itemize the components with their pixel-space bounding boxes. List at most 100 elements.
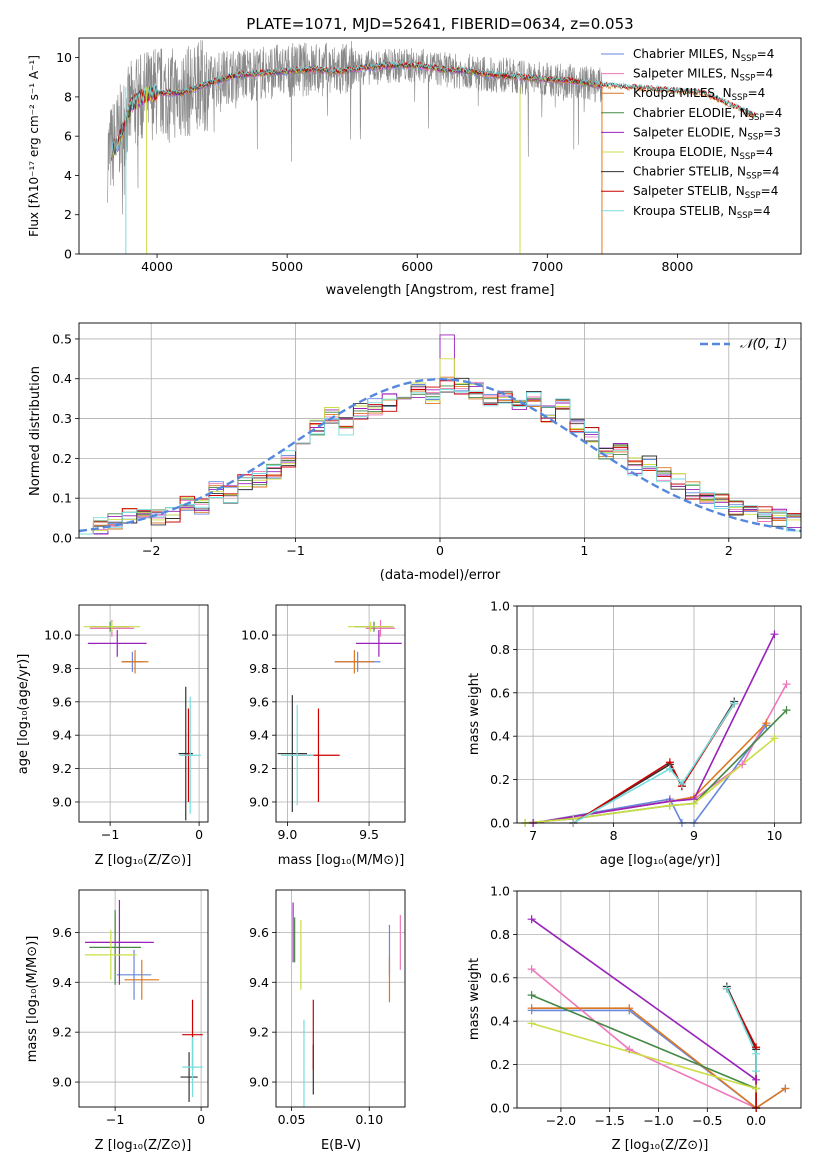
y-tick-label: 0.3	[52, 411, 72, 426]
y-tick-label: 9.4	[52, 728, 72, 743]
legend-label-count: =4	[762, 165, 780, 179]
y-tick-label: 0.2	[490, 772, 510, 787]
legend-label: Salpeter ELODIE, NSSP=3	[633, 125, 781, 142]
y-tick-label: 0.0	[490, 1101, 510, 1116]
series-marker	[527, 1004, 536, 1013]
y-tick-label: 9.2	[52, 1025, 72, 1040]
legend-label-count: =4	[761, 184, 779, 198]
residuals-xlabel: (data-model)/error	[380, 568, 501, 583]
series-line	[531, 918, 757, 1081]
axes-frame	[516, 605, 802, 824]
series-marker	[527, 991, 536, 1000]
y-tick-label: 9.0	[52, 1075, 72, 1090]
x-tick-label: 0	[197, 1112, 205, 1127]
series-marker	[689, 799, 698, 808]
y-tick-label: 9.8	[52, 661, 72, 676]
x-tick-label: 2	[725, 543, 733, 558]
series-marker	[625, 1045, 634, 1054]
series-marker	[752, 1084, 761, 1093]
series-line	[532, 633, 776, 823]
plot-area	[79, 334, 801, 538]
axes-frame	[78, 889, 209, 1108]
legend-label-subscript: SSP	[749, 113, 765, 123]
y-tick-label: 9.6	[52, 925, 72, 940]
legend-label-main: Kroupa MILES, N	[633, 86, 732, 100]
y-tick-label: 8	[64, 89, 72, 104]
legend-label-count: =4	[757, 47, 775, 61]
p3-ylabel: age [log₁₀(age/yr)]	[16, 654, 31, 775]
mass-weight-vs-age-panel: 7 8 9 10 0.0 0.2 0.4 0.6 0.8 1.0	[490, 599, 802, 843]
x-tick-label: 0	[436, 543, 444, 558]
series-line	[726, 988, 757, 1108]
legend-label-main: Salpeter MILES, N	[633, 67, 740, 81]
x-tick-label: 10	[766, 828, 782, 843]
y-tick-label: 0.6	[490, 685, 510, 700]
series-marker	[730, 699, 739, 708]
series-marker	[782, 706, 791, 715]
plot-area	[292, 902, 401, 1107]
series-marker	[738, 760, 747, 769]
p8-ylabel: mass weight	[467, 958, 482, 1040]
x-tick-label: 4000	[141, 259, 173, 274]
x-tick-label: 8000	[662, 259, 694, 274]
legend-label-main: Chabrier STELIB, N	[633, 165, 746, 179]
p5-ylabel: mass weight	[467, 673, 482, 755]
legend-label-main: Chabrier ELODIE, N	[633, 106, 749, 120]
legend-label: Kroupa MILES, NSSP=4	[633, 86, 765, 103]
legend-label-count: =4	[755, 145, 773, 159]
spectrum-ylabel: Flux [fλ10⁻¹⁷ erg cm⁻² s⁻¹ A⁻¹]	[27, 55, 41, 237]
y-tick-label: 0.1	[52, 491, 72, 506]
legend-label: Kroupa ELODIE, NSSP=4	[633, 145, 773, 162]
mass-vs-metallicity-panel: −1 0 9.0 9.2 9.4 9.6	[52, 889, 209, 1127]
y-tick-label: 9.6	[249, 925, 269, 940]
x-tick-label: −2	[142, 543, 160, 558]
y-tick-label: 1.0	[490, 884, 510, 899]
series-marker	[752, 1067, 761, 1076]
y-tick-label: 10	[56, 50, 72, 65]
legend-label-main: Kroupa ELODIE, N	[633, 145, 740, 159]
grid	[517, 890, 801, 1109]
legend-label-main: Salpeter ELODIE, N	[633, 125, 747, 139]
legend-label-main: Kroupa STELIB, N	[633, 204, 737, 218]
p6-ylabel: mass [log₁₀(M/M⊙)]	[25, 936, 40, 1063]
y-tick-label: 9.2	[249, 1025, 269, 1040]
plot-area	[524, 633, 788, 823]
y-tick-label: 0.2	[490, 1057, 510, 1072]
y-tick-label: 4	[64, 168, 72, 183]
y-tick-label: 0.0	[490, 816, 510, 831]
x-tick-label: 9.5	[359, 827, 379, 842]
grid	[276, 605, 405, 822]
y-tick-label: 9.4	[249, 728, 269, 743]
y-tick-label: 2	[64, 207, 72, 222]
mass-vs-reddening-panel: 0.05 0.10 9.0 9.2 9.4 9.6	[249, 889, 406, 1127]
series-line	[531, 994, 757, 1090]
y-tick-label: 0.8	[490, 927, 510, 942]
mass-weight-vs-metallicity-panel: −2.0 −1.5 −1.0 −0.5 0.0 0.0 0.2 0.4 0.6 0.8 1.0	[490, 884, 802, 1128]
residuals-ylabel: Normed distribution	[28, 366, 43, 496]
x-tick-label: 7	[529, 828, 537, 843]
p5-xlabel: age [log₁₀(age/yr)]	[600, 853, 721, 868]
legend-label-count: =4	[755, 67, 773, 81]
age-vs-metallicity-panel: −1 0 9.0 9.2 9.4 9.6 9.8 10.0	[44, 604, 209, 842]
axes-frame	[275, 889, 406, 1108]
x-tick-label: −2.0	[546, 1113, 576, 1128]
p8-xlabel: Z [log₁₀(Z/Z⊙)]	[612, 1138, 709, 1153]
series-marker	[665, 764, 674, 773]
series-marker	[752, 1075, 761, 1084]
axes-frame	[78, 322, 802, 539]
y-tick-label: 9.0	[249, 794, 269, 809]
x-tick-label: 0.05	[278, 1112, 306, 1127]
series-line	[572, 703, 735, 823]
x-tick-label: −0.5	[692, 1113, 722, 1128]
x-tick-label: 0.0	[746, 1113, 766, 1128]
legend-label-subscript: SSP	[745, 191, 761, 201]
legend-label-subscript: SSP	[740, 74, 756, 84]
x-tick-label: 8	[610, 828, 618, 843]
x-tick-label: 1	[580, 543, 588, 558]
y-tick-label: 0	[64, 247, 72, 262]
series-line	[572, 701, 735, 823]
x-tick-label: −1	[106, 1112, 124, 1127]
model-spectrum-krou_stelib	[111, 60, 756, 159]
legend-label-main: Salpeter STELIB, N	[633, 184, 745, 198]
